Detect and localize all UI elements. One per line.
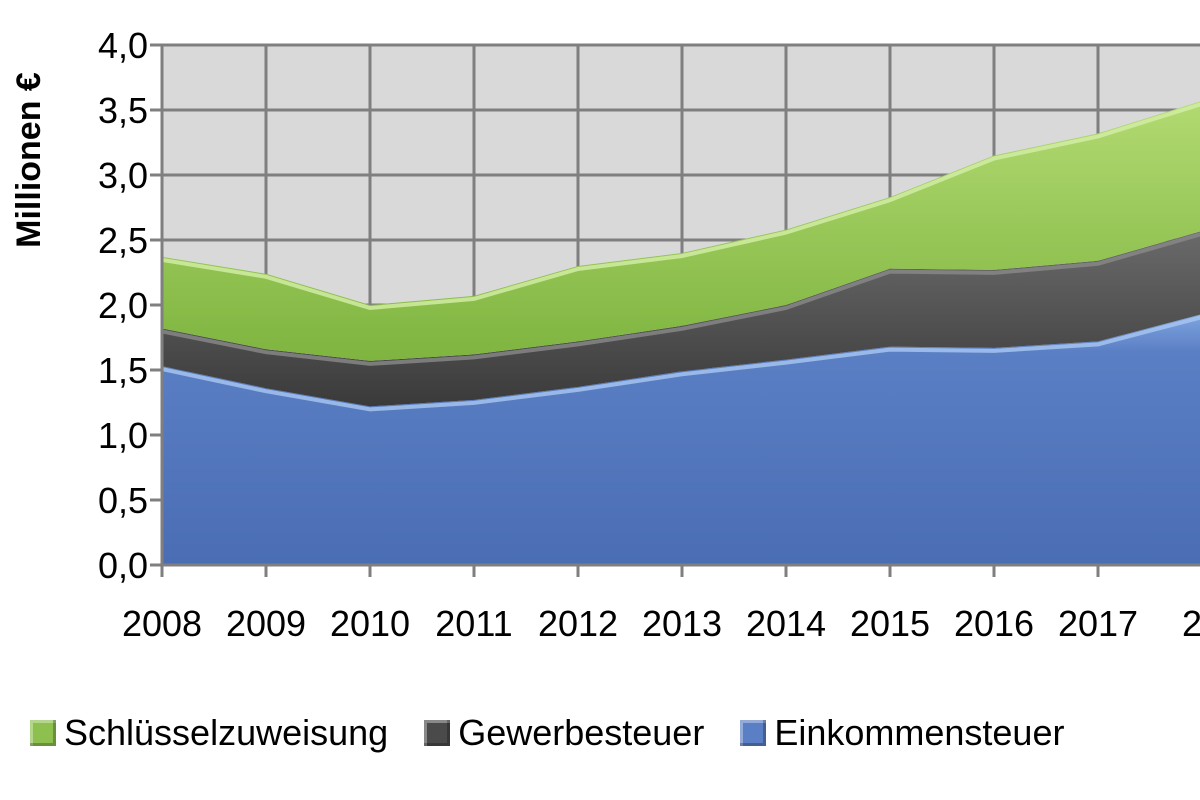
legend-item-einkommensteuer: Einkommensteuer [740,712,1064,754]
x-tick-label: 2008 [122,603,202,644]
y-tick-label: 1,0 [98,415,148,456]
x-tick-label: 2013 [642,603,722,644]
y-tick-label: 1,5 [98,350,148,391]
y-tick-label: 2,5 [98,220,148,261]
x-tick-labels: 2008 2009 2010 2011 2012 2013 2014 2015 2016 2017… [122,603,1200,644]
x-tick-label: 2010 [330,603,410,644]
chart: 0,0 0,5 1,0 1,5 2,0 2,5 3,0 3,5 4,0 2008 2009 2010… [10,25,1200,644]
legend-swatch-blue [740,720,767,746]
y-tick-label: 3,5 [98,90,148,131]
area-schluesselzuweisung-highlight [161,102,1200,311]
y-tick-label: 3,0 [98,155,148,196]
legend-item-schluesselzuweisung: Schlüsselzuweisung [30,712,388,754]
legend: Schlüsselzuweisung Gewerbesteuer Einkomm… [30,712,1100,754]
legend-swatch-dark [424,720,451,746]
legend-label: Einkommensteuer [774,712,1065,753]
area-gewerbesteuer-highlight [161,232,1200,366]
y-axis-label: Millionen € [10,72,48,248]
axes [150,43,1200,577]
x-tick-label: 2014 [746,603,826,644]
legend-item-gewerbesteuer: Gewerbesteuer [424,712,704,754]
y-tick-label: 0,0 [98,545,148,586]
legend-label: Gewerbesteuer [458,712,705,753]
x-tick-label: 2009 [226,603,306,644]
area-einkommensteuer-highlight [161,315,1200,412]
y-tick-label: 2,0 [98,285,148,326]
x-tick-label: 2015 [850,603,930,644]
y-tick-label: 0,5 [98,480,148,521]
stacked-areas [161,101,1200,565]
x-tick-label: 2012 [538,603,618,644]
area-einkommensteuer [162,314,1200,565]
y-tick-label: 4,0 [98,25,148,66]
x-tick-label: 2017 [1058,603,1138,644]
x-tick-label: 2016 [954,603,1034,644]
legend-swatch-green [30,720,56,746]
area-schluesselzuweisung [162,101,1200,361]
legend-label: Schlüsselzuweisung [64,712,389,753]
y-tick-labels: 0,0 0,5 1,0 1,5 2,0 2,5 3,0 3,5 4,0 [98,25,148,586]
x-tick-label: 20 [1182,603,1200,644]
x-tick-label: 2011 [435,603,512,644]
